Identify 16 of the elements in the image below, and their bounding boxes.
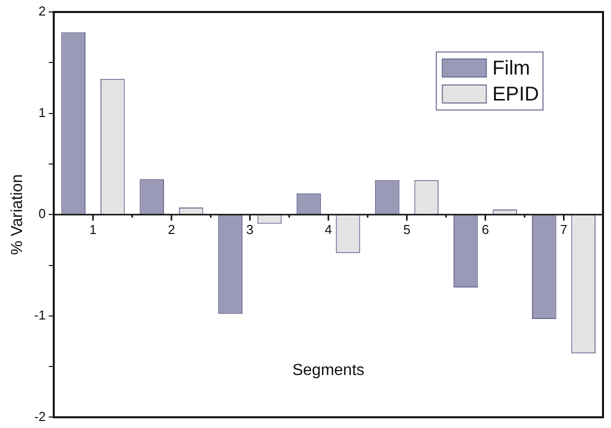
x-tick-label: 3: [246, 222, 254, 237]
y-tick-label: 2: [38, 4, 46, 19]
x-tick-label: 1: [89, 222, 97, 237]
x-tick-label: 6: [482, 222, 489, 237]
legend-label: EPID: [492, 84, 540, 106]
x-tick-label: 4: [324, 222, 332, 237]
y-axis-title: % Variation: [9, 174, 26, 255]
y-tick-label: 0: [38, 206, 46, 222]
x-tick-label: 2: [168, 222, 176, 237]
x-tick-label: 7: [560, 222, 568, 237]
x-axis-title: Segments: [292, 362, 364, 380]
x-tick-label: 5: [403, 222, 410, 237]
y-tick-label: 1: [38, 104, 46, 120]
y-tick-label: -2: [34, 408, 46, 424]
legend-label: Film: [492, 58, 530, 80]
y-tick-label: -1: [34, 307, 46, 322]
